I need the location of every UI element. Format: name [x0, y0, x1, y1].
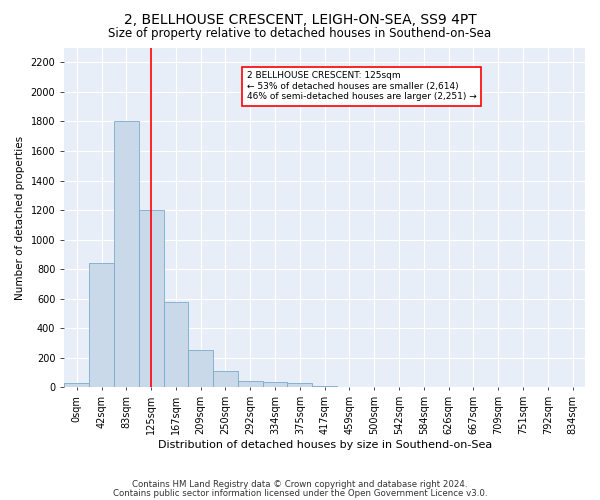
Bar	[312, 386, 337, 388]
Text: Contains HM Land Registry data © Crown copyright and database right 2024.: Contains HM Land Registry data © Crown c…	[132, 480, 468, 489]
Text: Size of property relative to detached houses in Southend-on-Sea: Size of property relative to detached ho…	[109, 28, 491, 40]
Text: 2 BELLHOUSE CRESCENT: 125sqm
← 53% of detached houses are smaller (2,614)
46% of: 2 BELLHOUSE CRESCENT: 125sqm ← 53% of de…	[247, 72, 476, 101]
Bar	[139, 210, 164, 388]
Bar	[238, 381, 263, 388]
Bar	[287, 383, 312, 388]
Bar	[164, 302, 188, 388]
Text: Contains public sector information licensed under the Open Government Licence v3: Contains public sector information licen…	[113, 488, 487, 498]
Text: 2, BELLHOUSE CRESCENT, LEIGH-ON-SEA, SS9 4PT: 2, BELLHOUSE CRESCENT, LEIGH-ON-SEA, SS9…	[124, 12, 476, 26]
X-axis label: Distribution of detached houses by size in Southend-on-Sea: Distribution of detached houses by size …	[158, 440, 492, 450]
Y-axis label: Number of detached properties: Number of detached properties	[15, 136, 25, 300]
Bar	[213, 371, 238, 388]
Bar	[114, 122, 139, 388]
Bar	[263, 382, 287, 388]
Bar	[89, 264, 114, 388]
Bar	[64, 383, 89, 388]
Bar	[188, 350, 213, 388]
